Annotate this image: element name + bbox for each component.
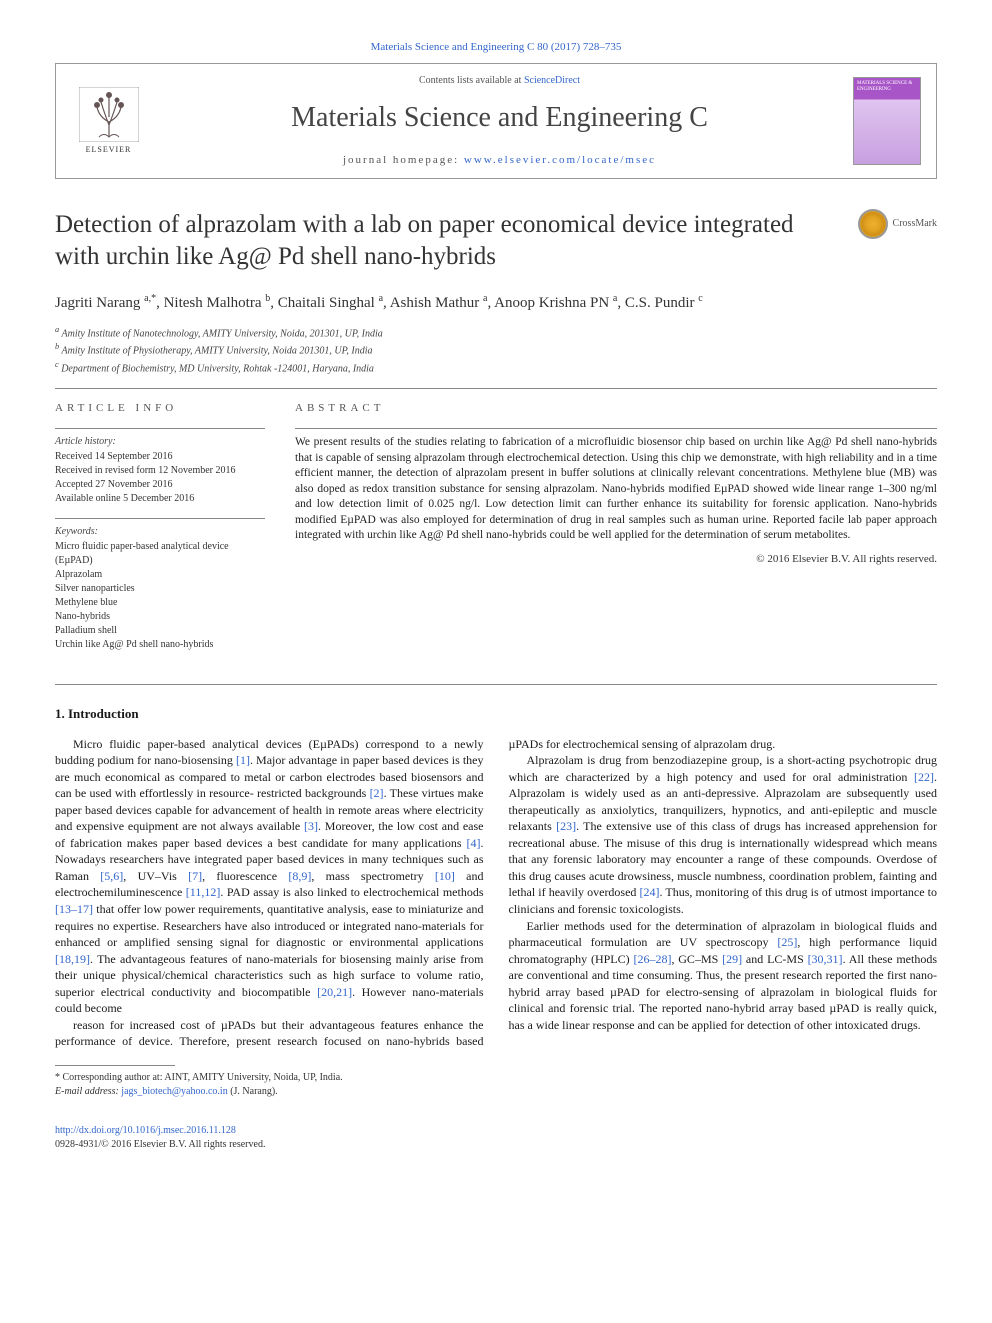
contents-line: Contents lists available at ScienceDirec…: [161, 74, 838, 88]
divider: [55, 388, 937, 389]
keyword-line: Micro fluidic paper-based analytical dev…: [55, 540, 265, 568]
crossmark-badge[interactable]: CrossMark: [858, 209, 937, 239]
ref-link[interactable]: [26–28]: [633, 952, 671, 966]
history-line: Available online 5 December 2016: [55, 492, 265, 506]
divider: [55, 518, 265, 519]
keywords-label: Keywords:: [55, 525, 265, 539]
email-link[interactable]: jags_biotech@yahoo.co.in: [121, 1086, 227, 1097]
article-title: Detection of alprazolam with a lab on pa…: [55, 209, 838, 274]
keyword-line: Silver nanoparticles: [55, 582, 265, 596]
history-label: Article history:: [55, 435, 265, 449]
history-line: Accepted 27 November 2016: [55, 478, 265, 492]
title-row: Detection of alprazolam with a lab on pa…: [55, 209, 937, 274]
authors-list: Jagriti Narang a,*, Nitesh Malhotra b, C…: [55, 292, 937, 314]
footnote-star-line: * Corresponding author at: AINT, AMITY U…: [55, 1071, 937, 1085]
footnote-separator: [55, 1065, 175, 1066]
abstract-heading: ABSTRACT: [295, 401, 937, 416]
info-abstract-row: ARTICLE INFO Article history: Received 1…: [55, 401, 937, 664]
keyword-line: Urchin like Ag@ Pd shell nano-hybrids: [55, 638, 265, 652]
history-line: Received in revised form 12 November 201…: [55, 464, 265, 478]
footnote-email-line: E-mail address: jags_biotech@yahoo.co.in…: [55, 1085, 937, 1099]
journal-cover-thumbnail: MATERIALS SCIENCE & ENGINEERING: [853, 77, 921, 165]
keyword-line: Nano-hybrids: [55, 610, 265, 624]
header-center: Contents lists available at ScienceDirec…: [161, 74, 838, 168]
homepage-link[interactable]: www.elsevier.com/locate/msec: [464, 154, 656, 166]
keywords-block: Keywords: Micro fluidic paper-based anal…: [55, 525, 265, 652]
ref-link[interactable]: [10]: [435, 869, 455, 883]
divider: [55, 428, 265, 429]
affiliation-line: c Department of Biochemistry, MD Univers…: [55, 359, 937, 376]
doi-link[interactable]: http://dx.doi.org/10.1016/j.msec.2016.11…: [55, 1125, 236, 1136]
divider: [55, 684, 937, 685]
ref-link[interactable]: [5,6]: [100, 869, 123, 883]
journal-citation: Materials Science and Engineering C 80 (…: [55, 40, 937, 55]
ref-link[interactable]: [24]: [640, 885, 660, 899]
corresponding-author-footnote: * Corresponding author at: AINT, AMITY U…: [55, 1071, 937, 1099]
ref-link[interactable]: [23]: [556, 819, 576, 833]
abstract-copyright: © 2016 Elsevier B.V. All rights reserved…: [295, 552, 937, 567]
history-line: Received 14 September 2016: [55, 450, 265, 464]
crossmark-label: CrossMark: [893, 217, 937, 231]
elsevier-tree-icon: [79, 87, 139, 142]
contents-prefix: Contents lists available at: [419, 75, 524, 86]
body-paragraph: Earlier methods used for the determinati…: [509, 918, 938, 1034]
affiliations: a Amity Institute of Nanotechnology, AMI…: [55, 324, 937, 376]
ref-link[interactable]: [20,21]: [317, 985, 352, 999]
homepage-prefix: journal homepage:: [343, 154, 464, 166]
elsevier-label: ELSEVIER: [86, 144, 132, 155]
article-info-column: ARTICLE INFO Article history: Received 1…: [55, 401, 265, 664]
keyword-line: Palladium shell: [55, 624, 265, 638]
ref-link[interactable]: [8,9]: [288, 869, 311, 883]
abstract-text: We present results of the studies relati…: [295, 435, 937, 544]
article-history-block: Article history: Received 14 September 2…: [55, 435, 265, 506]
ref-link[interactable]: [30,31]: [808, 952, 843, 966]
ref-link[interactable]: [25]: [777, 935, 797, 949]
page-root: Materials Science and Engineering C 80 (…: [0, 0, 992, 1192]
ref-link[interactable]: [11,12]: [186, 885, 221, 899]
cover-text: MATERIALS SCIENCE & ENGINEERING: [857, 81, 920, 92]
homepage-line: journal homepage: www.elsevier.com/locat…: [161, 153, 838, 168]
body-text-columns: Micro fluidic paper-based analytical dev…: [55, 736, 937, 1050]
ref-link[interactable]: [1]: [236, 753, 250, 767]
journal-name: Materials Science and Engineering C: [161, 98, 838, 137]
ref-link[interactable]: [7]: [188, 869, 202, 883]
crossmark-icon: [858, 209, 888, 239]
intro-heading: 1. Introduction: [55, 705, 937, 723]
keywords-lines: Micro fluidic paper-based analytical dev…: [55, 540, 265, 652]
ref-link[interactable]: [18,19]: [55, 952, 90, 966]
abstract-column: ABSTRACT We present results of the studi…: [295, 401, 937, 664]
email-label: E-mail address:: [55, 1086, 119, 1097]
ref-link[interactable]: [4]: [467, 836, 481, 850]
ref-link[interactable]: [13–17]: [55, 902, 93, 916]
email-suffix: (J. Narang).: [230, 1086, 277, 1097]
sciencedirect-link[interactable]: ScienceDirect: [524, 75, 580, 86]
affiliation-line: b Amity Institute of Physiotherapy, AMIT…: [55, 341, 937, 358]
body-paragraph: Alprazolam is drug from benzodiazepine g…: [509, 752, 938, 917]
keyword-line: Alprazolam: [55, 568, 265, 582]
divider: [295, 428, 937, 429]
issn-line: 0928-4931/© 2016 Elsevier B.V. All right…: [55, 1139, 265, 1150]
ref-link[interactable]: [2]: [370, 786, 384, 800]
elsevier-logo: ELSEVIER: [71, 84, 146, 159]
article-info-heading: ARTICLE INFO: [55, 401, 265, 416]
page-footer: http://dx.doi.org/10.1016/j.msec.2016.11…: [55, 1124, 937, 1152]
ref-link[interactable]: [22]: [914, 770, 934, 784]
ref-link[interactable]: [3]: [304, 819, 318, 833]
ref-link[interactable]: [29]: [722, 952, 742, 966]
journal-header: ELSEVIER Contents lists available at Sci…: [55, 63, 937, 179]
body-paragraph: Micro fluidic paper-based analytical dev…: [55, 736, 484, 1017]
history-lines: Received 14 September 2016Received in re…: [55, 450, 265, 506]
affiliation-line: a Amity Institute of Nanotechnology, AMI…: [55, 324, 937, 341]
keyword-line: Methylene blue: [55, 596, 265, 610]
